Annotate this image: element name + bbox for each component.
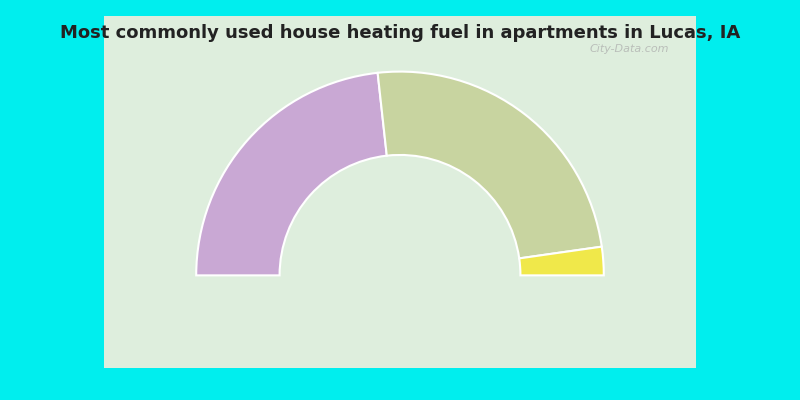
Text: Most commonly used house heating fuel in apartments in Lucas, IA: Most commonly used house heating fuel in…: [60, 24, 740, 42]
Wedge shape: [519, 247, 604, 275]
Wedge shape: [196, 73, 386, 275]
Wedge shape: [378, 72, 602, 258]
Text: City-Data.com: City-Data.com: [589, 44, 669, 54]
